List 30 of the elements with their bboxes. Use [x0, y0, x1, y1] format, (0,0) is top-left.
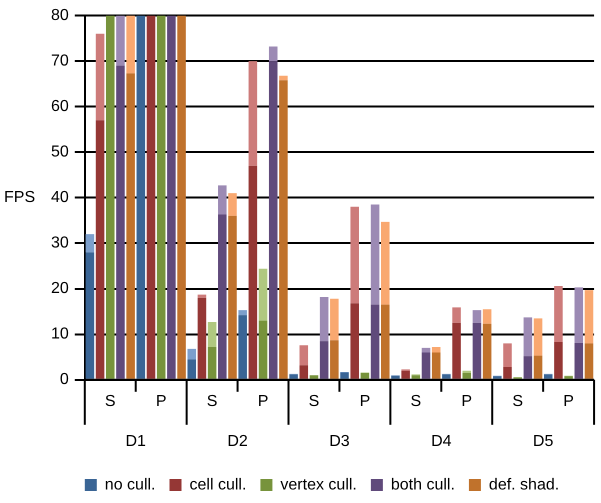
legend-label: cell cull.	[190, 476, 246, 494]
y-tick-label: 0	[60, 371, 69, 388]
y-tick-label: 80	[51, 7, 69, 24]
legend-label: both cull.	[390, 476, 455, 494]
x-tick-label: P	[461, 392, 472, 410]
text: D5	[532, 433, 554, 450]
x-tick-label: S	[206, 392, 218, 410]
text: D4	[431, 433, 452, 450]
y-tick-label: 20	[51, 280, 69, 298]
y-tick-label: 40	[51, 189, 69, 206]
y-tick-label: 60	[51, 98, 69, 116]
legend-label: no cull.	[104, 476, 156, 494]
y-axis-title: FPS	[4, 189, 36, 206]
text: D1	[126, 433, 146, 450]
legend-label: vertex cull.	[280, 476, 357, 494]
y-tick-label: 50	[51, 144, 69, 161]
x-tick-label: P	[563, 392, 574, 410]
x-tick-label: P	[258, 392, 268, 410]
y-tick-label: 70	[51, 52, 69, 70]
x-tick-label: S	[512, 392, 524, 410]
x-tick-label: P	[360, 392, 370, 410]
x-tick-label: P	[156, 392, 167, 410]
y-tick-label: 30	[51, 234, 69, 252]
text: D2	[227, 433, 248, 450]
x-tick-label: S	[104, 392, 116, 410]
x-tick-label: S	[410, 392, 422, 410]
y-tick-label: 10	[51, 326, 69, 343]
legend-label: def. shad.	[488, 476, 560, 494]
text: D3	[329, 433, 350, 450]
x-tick-label: S	[308, 392, 320, 410]
